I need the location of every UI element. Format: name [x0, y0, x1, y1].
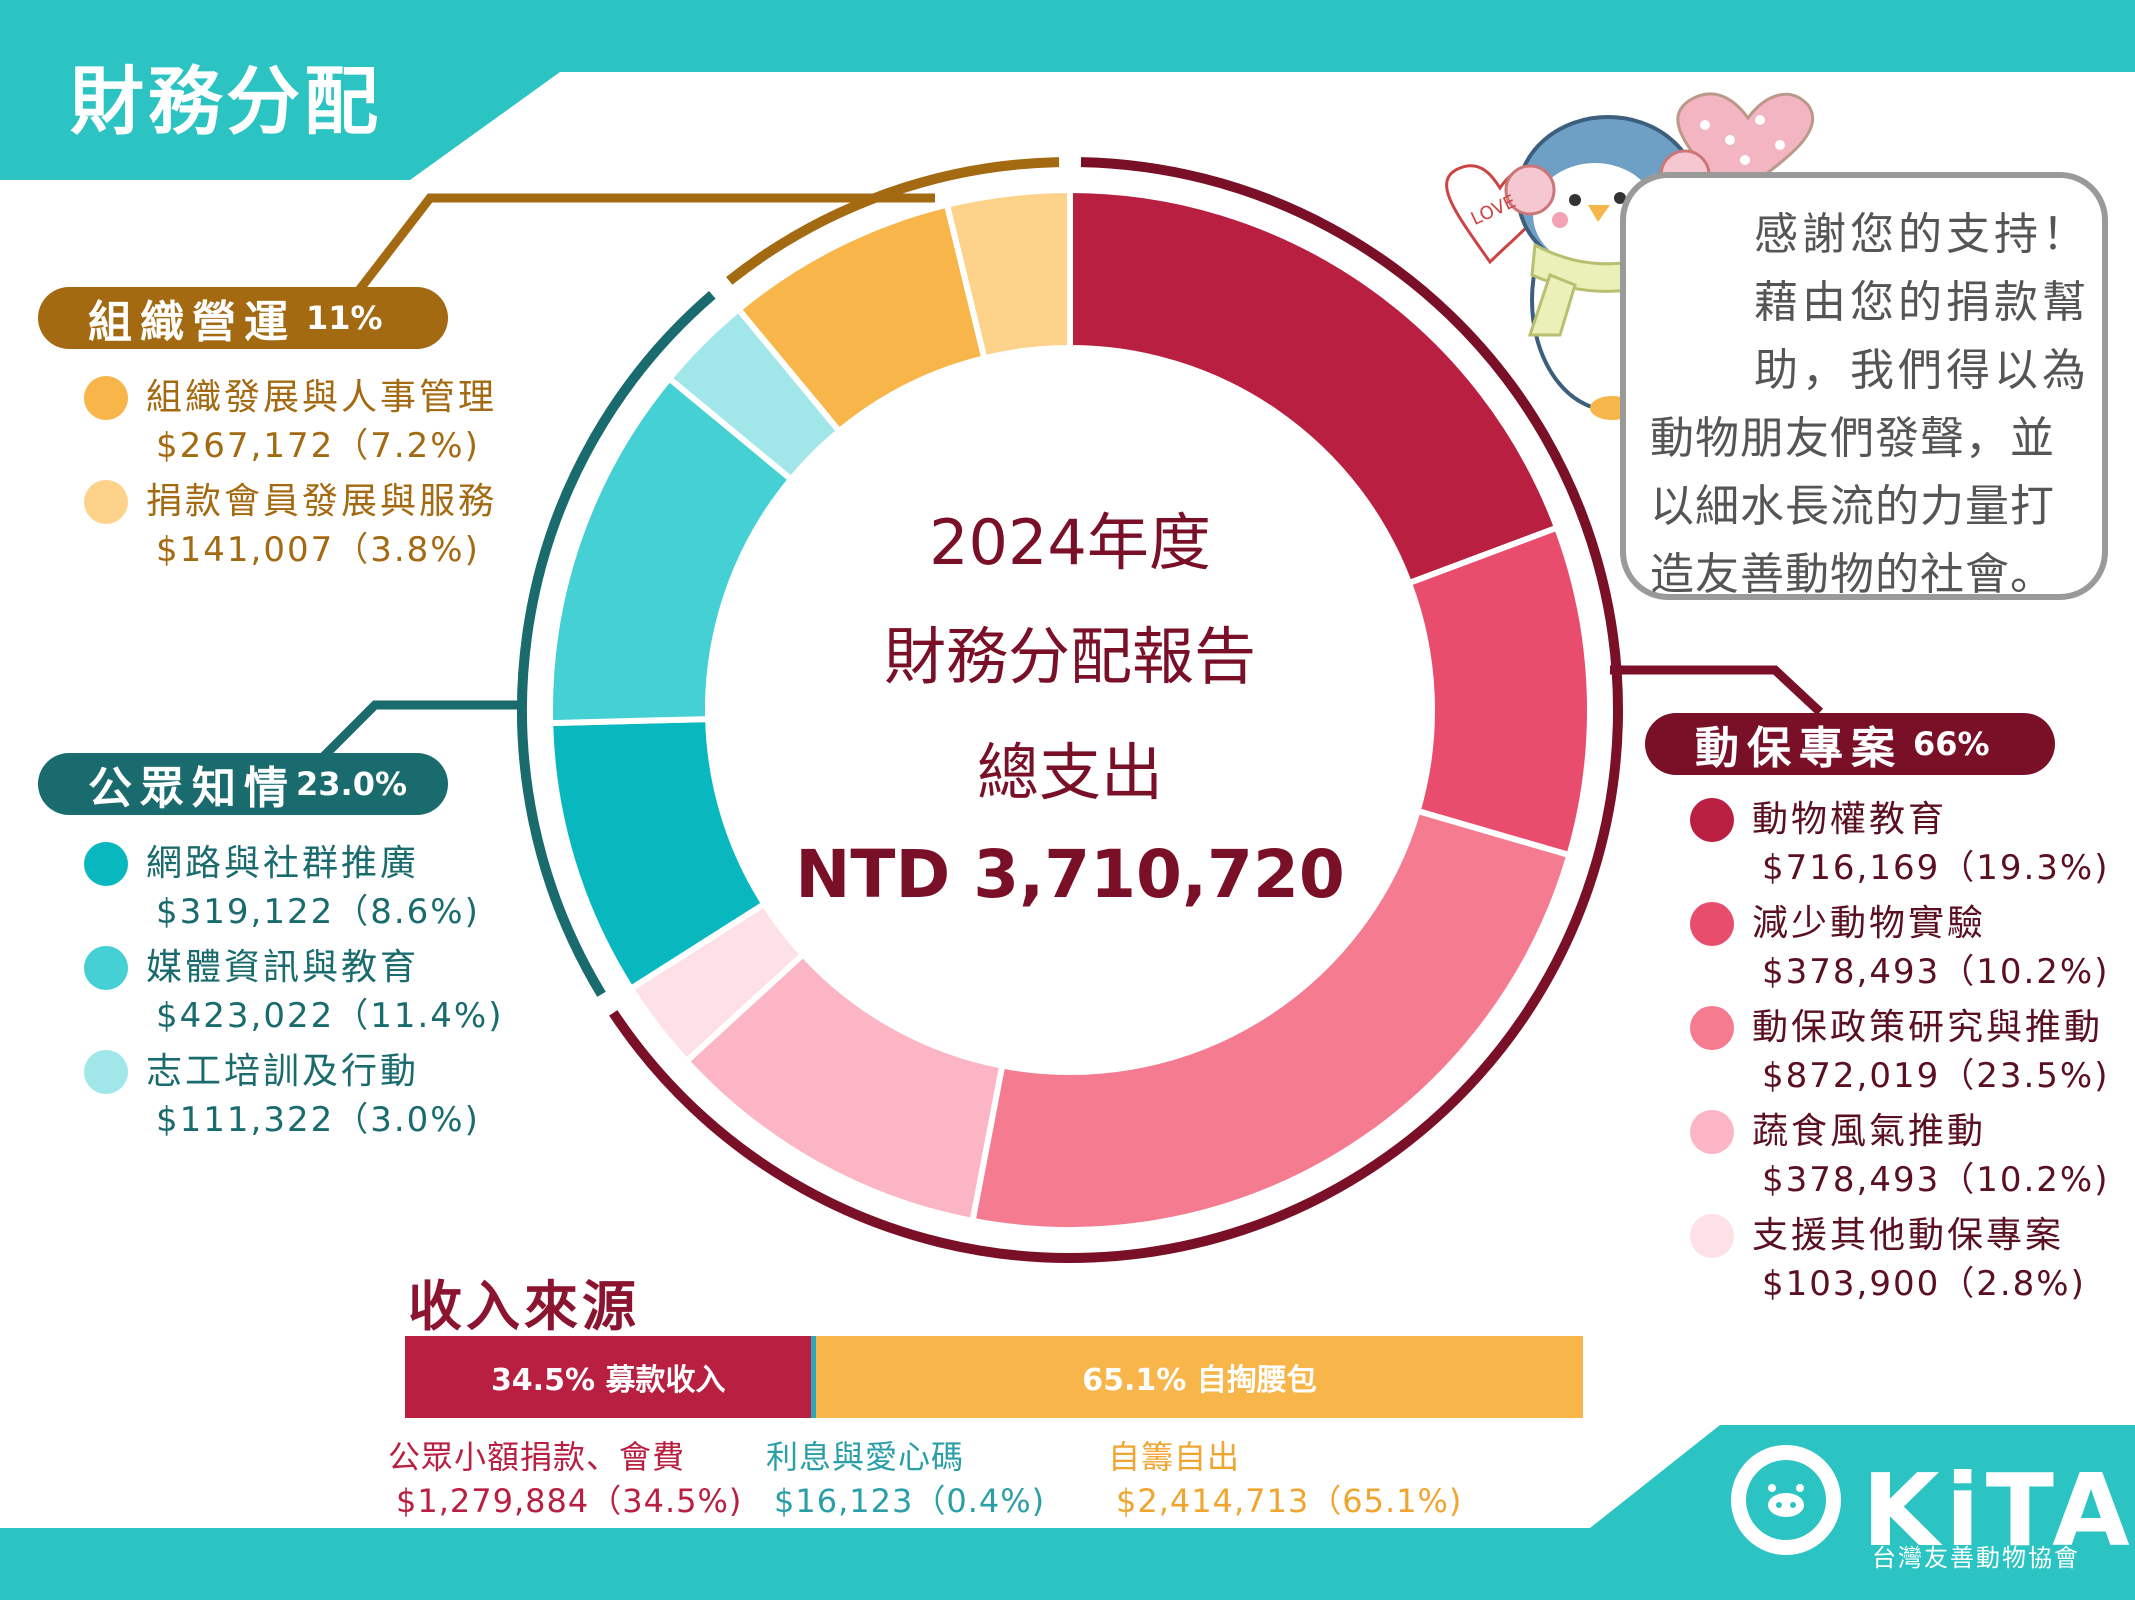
legend-label: 媒體資訊與教育: [146, 947, 420, 988]
legend-label: 捐款會員發展與服務: [146, 481, 498, 522]
donut-slice-1: [1405, 523, 1593, 859]
center-total-value: NTD 3,710,720: [795, 836, 1345, 913]
legend-dot: [1690, 902, 1734, 946]
awareness-group-name: 公眾知情: [88, 763, 296, 814]
kita-logo-text: KiTA: [1862, 1452, 2135, 1569]
kita-subtitle: 台灣友善動物協會: [1872, 1544, 2080, 1572]
awareness-group-arc: [517, 291, 716, 997]
legend-value: $716,169（19.3%): [1762, 848, 2110, 888]
kita-pig-logo-icon: [1731, 1445, 1841, 1555]
income-label-self-funded: 自籌自出: [1108, 1438, 1241, 1476]
projects-leader-line: [1610, 665, 1824, 716]
bubble-line-5: 以細水長流的力量打: [1650, 481, 2055, 532]
bubble-line-6: 造友善動物的社會。: [1650, 549, 2055, 600]
legend-value: $141,007（3.8%): [156, 530, 480, 570]
projects-group-arc: [609, 157, 1623, 1263]
income-bar-segment-label: 65.1% 自掏腰包: [1082, 1363, 1317, 1398]
legend-value: $378,493（10.2%): [1762, 952, 2110, 992]
awareness-group-percent: 23.0%: [296, 765, 408, 803]
legend-label: 志工培訓及行動: [146, 1051, 420, 1092]
legend-label: 動保政策研究與推動: [1752, 1007, 2104, 1048]
legend-label: 減少動物實驗: [1752, 903, 1987, 944]
legend-value: $111,322（3.0%): [156, 1100, 480, 1140]
page-title: 財務分配: [70, 59, 382, 145]
projects-group-pill: 動保專案 66%: [1645, 713, 2055, 775]
title-banner: [0, 0, 560, 180]
bubble-line-3: 助，我們得以為: [1754, 345, 2090, 396]
operations-group-name: 組織營運: [88, 297, 296, 348]
projects-group-name: 動保專案: [1695, 723, 1903, 774]
income-bar-segment-0: 34.5% 募款收入: [405, 1336, 812, 1418]
legend-dot: [84, 376, 128, 420]
legend-dot: [84, 842, 128, 886]
legend-dot: [84, 1050, 128, 1094]
income-bar-segment-2: 65.1% 自掏腰包: [816, 1336, 1583, 1418]
operations-leader-line: [336, 193, 935, 318]
legend-dot: [1690, 1006, 1734, 1050]
donut-slice-0: [1067, 186, 1561, 587]
legend-value: $378,493（10.2%): [1762, 1160, 2110, 1200]
income-title: 收入來源: [408, 1275, 640, 1338]
bubble-line-1: 感謝您的支持！: [1754, 209, 2090, 260]
income-value-self-funded: $2,414,713（65.1%): [1116, 1482, 1463, 1520]
operations-group-pill: 組織營運 11%: [38, 287, 448, 349]
legend-label: 支援其他動保專案: [1752, 1215, 2065, 1256]
bubble-line-2: 藉由您的捐款幫: [1754, 277, 2090, 328]
donut-chart: [547, 186, 1593, 1233]
income-bar-segment-label: 34.5% 募款收入: [490, 1363, 726, 1398]
donut-slice-2: [969, 807, 1574, 1233]
legend-value: $872,019（23.5%): [1762, 1056, 2110, 1096]
legend-label: 蔬食風氣推動: [1752, 1111, 1987, 1152]
operations-group-percent: 11%: [306, 299, 383, 337]
income-bar-segment-1: [811, 1336, 817, 1418]
awareness-leader-line: [316, 700, 520, 764]
income-value-small-donations: $1,279,884（34.5%): [396, 1482, 743, 1520]
legend-label: 組織發展與人事管理: [146, 377, 498, 418]
thank-you-bubble: 感謝您的支持！ 藉由您的捐款幫 助，我們得以為 動物朋友們發聲，並 以細水長流的…: [1620, 172, 2108, 600]
logo-banner: [1590, 1425, 2135, 1600]
legend-dot: [84, 480, 128, 524]
center-year: 2024年度: [929, 506, 1211, 579]
income-label-interest: 利息與愛心碼: [766, 1438, 965, 1476]
donut-slice-9: [943, 186, 1073, 362]
legend-dot: [1690, 798, 1734, 842]
legend-dot: [1690, 1214, 1734, 1258]
income-label-small-donations: 公眾小額捐款、會費: [388, 1438, 686, 1476]
legend-value: $103,900（2.8%): [1762, 1264, 2086, 1304]
projects-group-percent: 66%: [1913, 725, 1990, 763]
awareness-group-pill: 公眾知情 23.0%: [38, 753, 448, 815]
legend-dot: [1690, 1110, 1734, 1154]
bubble-line-4: 動物朋友們發聲，並: [1650, 413, 2055, 464]
legend-value: $319,122（8.6%): [156, 892, 480, 932]
legend-value: $267,172（7.2%): [156, 426, 480, 466]
center-total-label: 總支出: [976, 736, 1163, 809]
legend-label: 動物權教育: [1752, 799, 1948, 840]
center-report-title: 財務分配報告: [883, 620, 1256, 693]
legend-value: $423,022（11.4%): [156, 996, 504, 1036]
legend-dot: [84, 946, 128, 990]
income-value-interest: $16,123（0.4%): [774, 1482, 1046, 1520]
legend-label: 網路與社群推廣: [146, 843, 420, 884]
